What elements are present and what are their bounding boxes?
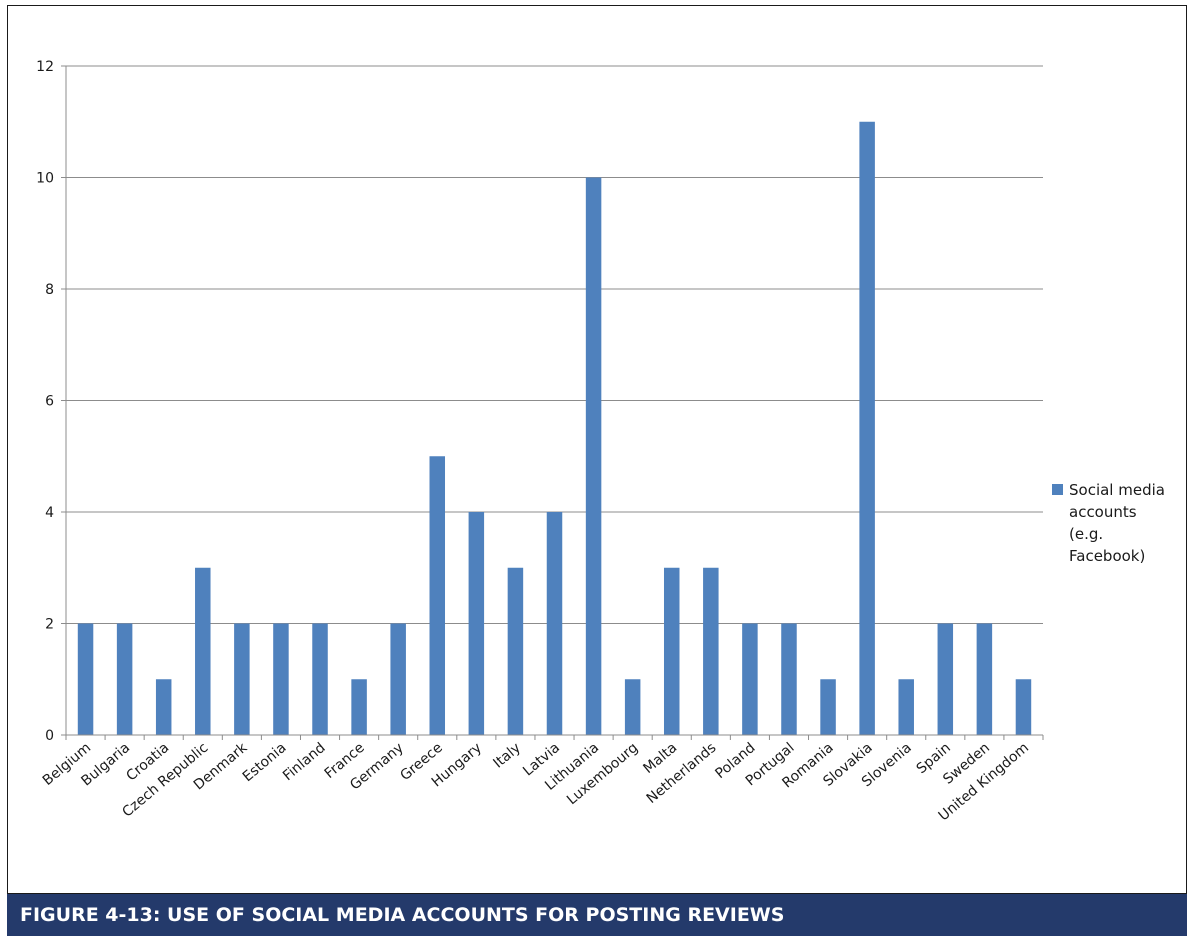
y-tick-label: 0: [45, 728, 54, 744]
gridlines: [66, 65, 1043, 624]
bar-france: [351, 679, 367, 735]
y-tick-label: 12: [36, 59, 54, 75]
bar-slovenia: [898, 679, 914, 735]
legend-swatch: [1052, 484, 1063, 495]
bar-denmark: [234, 623, 250, 735]
bar-estonia: [273, 623, 289, 735]
bar-luxembourg: [624, 679, 641, 735]
bar-hungary: [468, 512, 485, 735]
bar-poland: [742, 623, 758, 735]
bar-latvia: [546, 512, 563, 735]
legend-label-line: accounts: [1069, 503, 1137, 521]
y-tick-label: 2: [45, 617, 54, 633]
legend-label-line: Social media: [1069, 481, 1165, 499]
category-label: Estonia: [240, 740, 290, 785]
bar-slovakia: [859, 121, 875, 735]
bar-netherlands: [703, 567, 719, 735]
category-label: Italy: [490, 740, 524, 772]
bar-croatia: [155, 679, 172, 735]
bar-united-kingdom: [1015, 679, 1032, 735]
y-tick-label: 10: [36, 171, 54, 187]
bars: [77, 121, 1032, 735]
bar-romania: [820, 679, 836, 735]
bar-czech-republic: [195, 567, 211, 735]
bar-belgium: [77, 623, 94, 735]
y-tick-label: 4: [45, 505, 54, 521]
figure-caption: FIGURE 4-13: USE OF SOCIAL MEDIA ACCOUNT…: [7, 894, 1187, 936]
y-tick-label: 6: [45, 394, 54, 410]
chart-frame: 0 2 4 6 8 10 12 Belgium Bulgaria Croatia Czech Re…: [7, 5, 1187, 894]
bar-lithuania: [585, 177, 602, 735]
legend: Social media accounts (e.g. Facebook): [1052, 481, 1165, 565]
bar-finland: [312, 623, 328, 735]
bar-germany: [390, 623, 406, 735]
bar-spain: [937, 623, 954, 735]
y-axis-ticks: 0 2 4 6 8 10 12: [36, 59, 66, 744]
bar-greece: [429, 456, 446, 735]
bar-portugal: [781, 623, 797, 735]
legend-label-line: (e.g.: [1069, 525, 1103, 543]
category-label: Finland: [280, 740, 329, 784]
category-label: Netherlands: [644, 740, 720, 807]
bar-italy: [507, 567, 524, 735]
y-tick-label: 8: [45, 282, 54, 298]
bar-bulgaria: [116, 623, 133, 735]
bar-malta: [663, 567, 680, 735]
legend-label-line: Facebook): [1069, 547, 1145, 565]
bar-sweden: [976, 623, 993, 735]
axes: [65, 66, 1044, 740]
